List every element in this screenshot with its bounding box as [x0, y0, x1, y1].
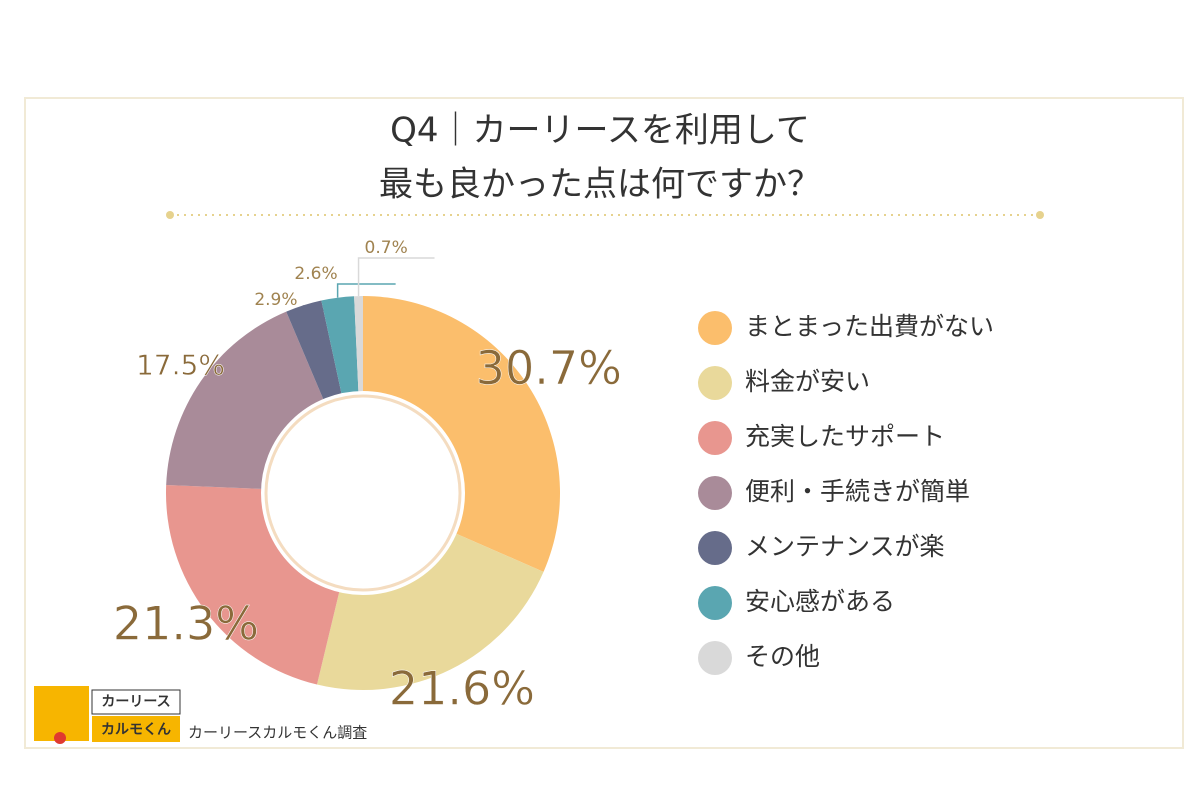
data-label: 0.7%	[365, 238, 408, 258]
divider-dot	[1036, 211, 1044, 219]
donut-slice	[316, 531, 544, 690]
data-label: 17.5%	[136, 349, 225, 382]
legend-label: 料金が安い	[745, 367, 870, 396]
data-label: 2.6%	[294, 264, 337, 284]
legend-swatch	[698, 476, 732, 510]
inner-ring	[264, 394, 462, 592]
legend-swatch	[698, 311, 732, 345]
donut-slice	[166, 311, 326, 490]
legend-swatch	[698, 586, 732, 620]
data-label: 21.6%	[389, 661, 535, 715]
legend-label: 充実したサポート	[745, 422, 945, 451]
source: カーリースカルモくん調査	[188, 724, 367, 742]
legend-swatch	[698, 366, 732, 400]
legend-label: メンテナンスが楽	[745, 532, 945, 561]
legend-label: 安心感がある	[745, 587, 895, 616]
logo-box	[92, 716, 180, 742]
data-label: 2.9%	[254, 290, 297, 310]
inner-hole	[271, 401, 455, 585]
chart-title: Q4｜カーリースを利用して	[390, 111, 810, 151]
leader-line	[336, 283, 396, 298]
legend-swatch	[698, 641, 732, 675]
donut-slice	[166, 485, 341, 685]
logo-icon	[34, 686, 89, 741]
leader-line	[357, 257, 435, 297]
logo-box	[91, 689, 181, 715]
data-label: 30.7%	[476, 341, 622, 395]
donut-slice	[363, 296, 561, 572]
legend-label: まとまった出費がない	[745, 312, 994, 341]
donut-slice	[321, 296, 359, 401]
chart-title: 最も良かった点は何ですか？	[379, 165, 821, 205]
legend-label: 便利・手続きが簡単	[745, 477, 970, 506]
donut-slice	[354, 296, 363, 399]
logo-wheel	[54, 732, 66, 744]
data-label: 21.3%	[113, 596, 259, 650]
logo-text: カーリース	[101, 694, 170, 710]
legend-swatch	[698, 421, 732, 455]
legend-swatch	[698, 531, 732, 565]
legend-label: その他	[745, 642, 820, 671]
logo: カーリース カルモくん	[34, 686, 181, 744]
divider-dot	[166, 211, 174, 219]
donut-slice	[286, 300, 343, 406]
logo-text: カルモくん	[101, 722, 171, 738]
